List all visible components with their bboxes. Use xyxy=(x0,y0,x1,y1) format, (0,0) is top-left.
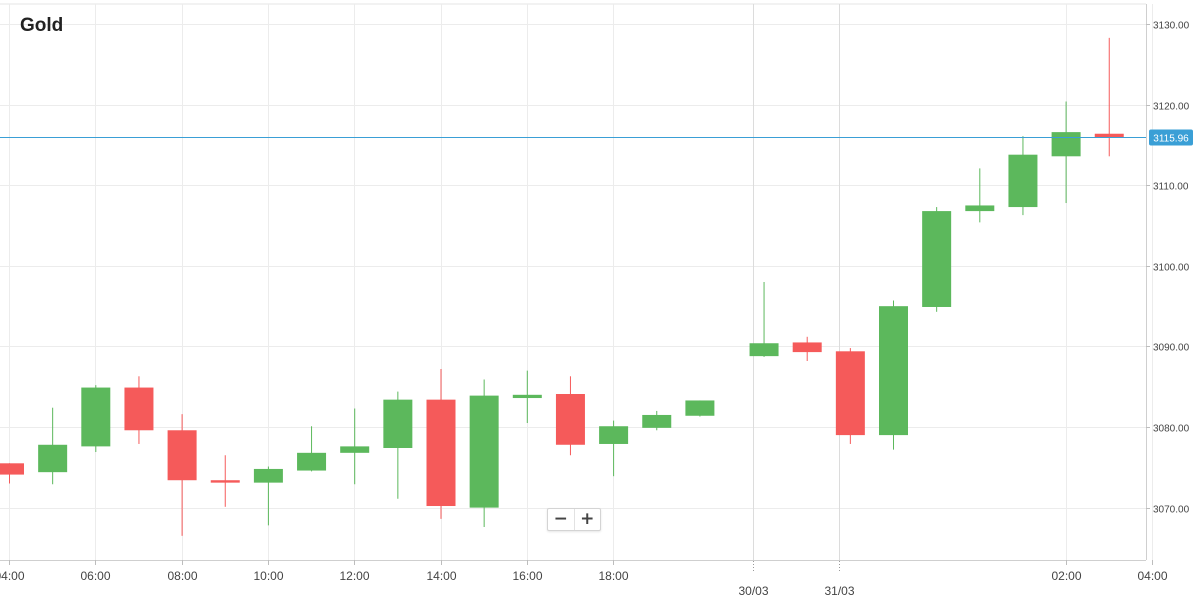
current-price-tag xyxy=(1149,129,1193,146)
candle-up xyxy=(749,282,779,357)
candle-up xyxy=(965,168,995,223)
candle-up xyxy=(599,420,629,477)
candle-up xyxy=(879,300,908,450)
candle-up xyxy=(512,370,542,424)
candle-body xyxy=(253,468,283,483)
candle-down xyxy=(210,455,240,507)
candle-body xyxy=(1094,133,1124,138)
x-tick-label: 14:00 xyxy=(426,569,456,583)
y-tick-label: 3090.00 xyxy=(1153,343,1190,354)
candle-body xyxy=(426,399,456,507)
candle-up xyxy=(340,408,370,485)
candle-up xyxy=(38,407,68,485)
x-tick-label: 02:00 xyxy=(1051,569,1081,583)
zoom-out-button[interactable]: − xyxy=(553,509,568,529)
candle-body xyxy=(965,205,995,212)
current-price: 3115.96 xyxy=(0,129,1193,146)
candle-down xyxy=(835,348,865,444)
candle-down xyxy=(124,376,154,444)
candle-body xyxy=(749,343,779,357)
zoom-controls: − + xyxy=(547,508,601,531)
x-tick-label: 18:00 xyxy=(598,569,628,583)
y-axis: 3070.00 3080.00 3090.00 3100.00 3110.00 3120.… xyxy=(1146,21,1190,516)
chart-title: Gold xyxy=(20,15,64,36)
candle-down xyxy=(167,414,197,536)
candle-body xyxy=(835,351,865,436)
candle-up xyxy=(685,400,715,417)
candle-body xyxy=(297,452,327,471)
date-label: 31/03 xyxy=(824,584,854,598)
candle-up xyxy=(81,385,111,453)
candle-body xyxy=(167,430,197,481)
candle-up xyxy=(642,410,672,431)
candle-up xyxy=(297,426,327,472)
current-price-label: 3115.96 xyxy=(1153,134,1189,145)
candle-body xyxy=(879,306,908,436)
y-tick-label: 3120.00 xyxy=(1153,102,1190,113)
candle-down xyxy=(0,463,24,484)
candle-down xyxy=(426,369,456,519)
candle-down xyxy=(1094,37,1124,157)
candle-body xyxy=(685,400,715,416)
candle-up xyxy=(469,379,499,527)
candle-body xyxy=(1051,132,1081,157)
candle-up xyxy=(1051,101,1081,204)
date-label: 30/03 xyxy=(738,584,768,598)
candle-body xyxy=(642,414,672,428)
x-tick-label: 06:00 xyxy=(80,569,110,583)
candle-body xyxy=(922,211,952,307)
candle-body xyxy=(1008,154,1038,208)
candle-body xyxy=(512,394,542,399)
candle-body xyxy=(0,463,24,475)
y-tick-label: 3110.00 xyxy=(1153,182,1189,193)
y-tick-label: 3080.00 xyxy=(1153,424,1190,435)
candle-body xyxy=(599,426,629,444)
candle-body xyxy=(81,387,111,447)
x-axis: 04:00 06:00 08:00 10:00 12:00 14:00 16:00 18:00… xyxy=(0,560,1168,598)
candle-body xyxy=(792,342,822,353)
x-tick-label: 04:00 xyxy=(1137,569,1167,583)
candle-body xyxy=(469,395,499,508)
candles xyxy=(0,37,1124,536)
candle-up xyxy=(253,466,283,526)
zoom-in-button[interactable]: + xyxy=(573,509,601,530)
candle-body xyxy=(383,399,413,448)
y-tick-label: 3070.00 xyxy=(1153,505,1190,516)
candle-body xyxy=(210,480,240,483)
candle-up xyxy=(383,391,413,499)
candle-body xyxy=(124,387,154,431)
x-tick-label: 12:00 xyxy=(339,569,369,583)
candle-down xyxy=(792,336,822,361)
candle-up xyxy=(922,207,952,312)
candle-up xyxy=(1008,136,1038,216)
candle-body xyxy=(38,444,68,473)
y-tick-label: 3100.00 xyxy=(1153,263,1190,274)
x-tick-label: 08:00 xyxy=(167,569,197,583)
x-tick-label: 10:00 xyxy=(253,569,283,583)
candle-down xyxy=(555,376,585,456)
candle-body xyxy=(555,394,585,445)
candle-body xyxy=(340,446,370,453)
x-tick-label: 16:00 xyxy=(512,569,542,583)
y-tick-label: 3130.00 xyxy=(1153,21,1190,32)
x-tick-label: 04:00 xyxy=(0,569,25,583)
